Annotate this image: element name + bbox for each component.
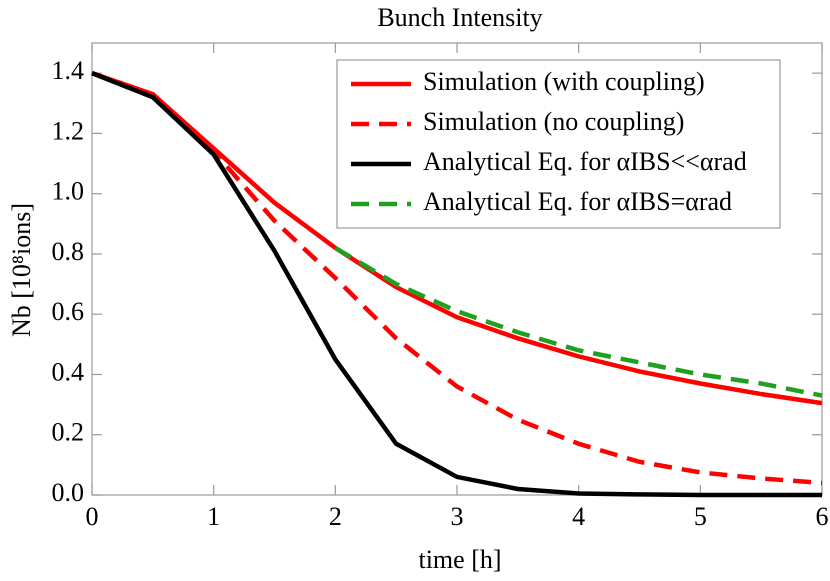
x-tick-label: 4 (572, 502, 585, 531)
y-tick-label: 1.0 (52, 177, 85, 206)
series-line (91, 71, 822, 498)
y-tick-label: 0.0 (52, 478, 85, 507)
chart-title: Bunch Intensity (377, 3, 542, 32)
legend-label: Analytical Eq. for αIBS=αrad (423, 187, 732, 216)
legend-label: Analytical Eq. for αIBS<<αrad (423, 147, 747, 176)
x-tick-label: 5 (694, 502, 707, 531)
legend-label: Simulation (no coupling) (423, 107, 684, 136)
y-tick-label: 0.6 (52, 297, 85, 326)
y-tick-label: 1.4 (52, 56, 85, 85)
y-tick-label: 1.2 (52, 116, 85, 145)
legend-box (336, 59, 781, 229)
x-tick-label: 2 (329, 502, 342, 531)
x-tick-label: 3 (451, 502, 464, 531)
y-tick-label: 0.4 (52, 357, 85, 386)
y-axis-label: Nb [10⁸ions] (7, 203, 36, 337)
series-line (334, 245, 823, 398)
x-tick-label: 6 (816, 502, 829, 531)
y-tick-label: 0.2 (52, 418, 85, 447)
x-tick-label: 1 (207, 502, 220, 531)
legend-label: Simulation (with coupling) (423, 67, 705, 96)
y-tick-label: 0.8 (52, 237, 85, 266)
x-axis-label: time [h] (418, 545, 501, 574)
x-tick-label: 0 (86, 502, 99, 531)
